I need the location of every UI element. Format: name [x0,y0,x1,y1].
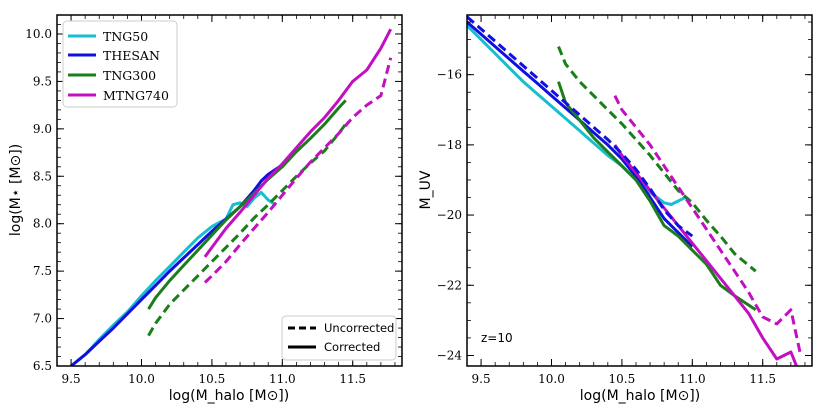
left-series-group [70,28,393,366]
y-tick-label: −24 [437,348,463,362]
x-tick-label: 10.0 [128,372,155,386]
x-tick-label: 11.5 [749,372,776,386]
y-tick-label: −20 [437,208,462,222]
left-axes-frame [56,14,403,367]
legend-label-mtng740: MTNG740 [103,88,169,103]
right-axes-frame [466,14,813,367]
series-line-tng300-corrected [557,81,757,312]
series-line-mtng740-uncorrected [203,57,393,284]
right-series-group [467,15,803,366]
legend-label-tng50: TNG50 [103,29,148,44]
series-line-thesan-corrected [70,158,291,366]
right-y-axis-label: M_UV [418,170,434,209]
series-line-tng300-uncorrected [557,46,757,273]
x-tick-label: 10.0 [538,372,565,386]
x-tick-label: 10.5 [199,372,226,386]
left-y-axis-label: log(M⋆ [M⊙]) [8,144,24,236]
x-tick-label: 9.5 [62,372,81,386]
y-tick-label: 10.0 [25,27,52,41]
legend-label-tng300: TNG300 [103,68,156,83]
legend-label-uncorrected: Uncorrected [324,321,394,335]
x-tick-label: 11.0 [269,372,296,386]
left-panel: 9.5 10.0 10.5 11.0 11.5 6.5 7.0 7.5 8.0 8.5 9.0 9.5… [8,14,403,404]
y-tick-label: 8.5 [33,169,52,183]
legend-label-thesan: THESAN [103,48,160,63]
series-line-tng300-corrected [147,99,347,310]
series-legend: TNG50 THESAN TNG300 MTNG740 [62,20,178,108]
series-line-mtng740-corrected [613,144,799,366]
series-line-mtng740-uncorrected [613,95,803,356]
x-tick-label: 11.5 [339,372,366,386]
y-tick-label: 7.0 [33,312,52,326]
series-line-tng50-corrected [467,24,686,206]
series-line-mtng740-corrected [203,28,393,258]
y-tick-label: 9.0 [33,122,52,136]
right-panel: 9.5 10.0 10.5 11.0 11.5−16−18−20−22−24 z=10 … [418,14,813,404]
x-tick-label: 9.5 [472,372,491,386]
y-tick-label: −18 [437,138,462,152]
style-legend: Uncorrected Corrected [281,315,397,361]
x-tick-label: 10.5 [609,372,636,386]
redshift-annotation: z=10 [481,331,513,345]
y-tick-label: −16 [437,68,462,82]
y-tick-label: −22 [437,278,462,292]
left-x-axis-label: log(M_halo [M⊙]) [169,388,289,404]
legend-label-corrected: Corrected [324,340,380,354]
x-tick-label: 11.0 [679,372,706,386]
y-tick-label: 7.5 [33,264,52,278]
series-line-tng50-corrected [70,190,277,366]
series-legend-box [62,20,178,108]
y-tick-label: 8.0 [33,217,52,231]
y-tick-label: 9.5 [33,74,52,88]
right-x-axis-label: log(M_halo [M⊙]) [580,388,700,404]
y-tick-label: 6.5 [33,359,52,373]
series-line-thesan-uncorrected [467,15,694,238]
